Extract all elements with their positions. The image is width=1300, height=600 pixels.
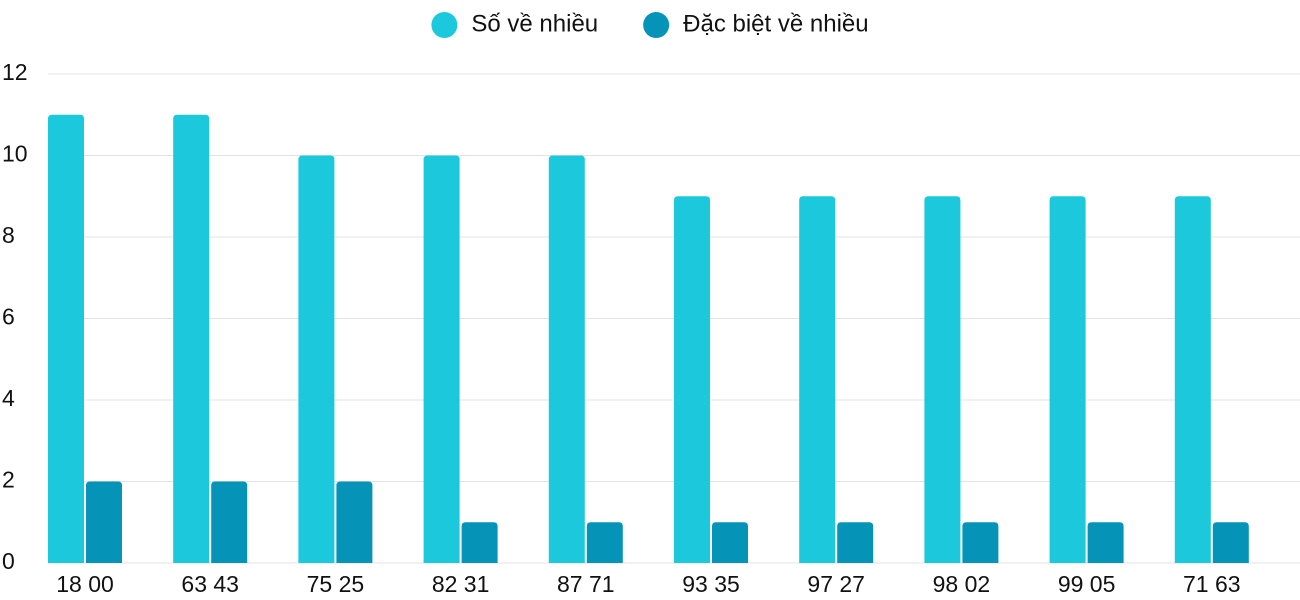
bar: [423, 155, 460, 563]
y-tick-label: 0: [2, 548, 15, 574]
legend-label: Số về nhiều: [471, 10, 598, 37]
y-tick-label: 6: [2, 304, 15, 330]
legend: Số về nhiều Đặc biệt về nhiều: [431, 10, 869, 38]
bar: [48, 114, 84, 563]
bar: [298, 155, 335, 563]
x-tick-label: 82 31: [432, 571, 490, 597]
bar: [86, 481, 122, 563]
y-tick-label: 12: [2, 59, 28, 85]
bar: [799, 196, 836, 563]
bar: [924, 196, 961, 563]
bar: [1049, 196, 1086, 563]
x-tick-label: 18 00: [56, 571, 114, 597]
bar: [548, 155, 585, 563]
x-tick-label: 71 63: [1183, 571, 1241, 597]
bar: [712, 522, 748, 563]
x-tick-label: 87 71: [557, 571, 615, 597]
bar: [1174, 196, 1211, 563]
y-tick-label: 10: [2, 141, 28, 167]
bar: [211, 481, 248, 563]
y-tick-label: 8: [2, 222, 15, 248]
bar: [586, 522, 623, 563]
y-tick-label: 2: [2, 467, 15, 493]
x-tick-label: 75 25: [307, 571, 365, 597]
bar: [1087, 522, 1124, 563]
legend-swatch: [643, 12, 670, 38]
legend-swatch: [431, 12, 458, 38]
legend-label: Đặc biệt về nhiều: [683, 10, 868, 37]
bar: [173, 114, 210, 563]
bar: [461, 522, 498, 563]
bar: [837, 522, 874, 563]
bar: [674, 196, 710, 563]
x-tick-label: 98 02: [933, 571, 991, 597]
x-tick-label: 93 35: [682, 571, 740, 597]
bar: [1212, 522, 1249, 563]
y-tick-label: 4: [2, 385, 15, 411]
bar: [962, 522, 999, 563]
x-tick-label: 99 05: [1058, 571, 1116, 597]
x-tick-label: 97 27: [807, 571, 865, 597]
bar: [336, 481, 373, 563]
x-tick-label: 63 43: [181, 571, 239, 597]
